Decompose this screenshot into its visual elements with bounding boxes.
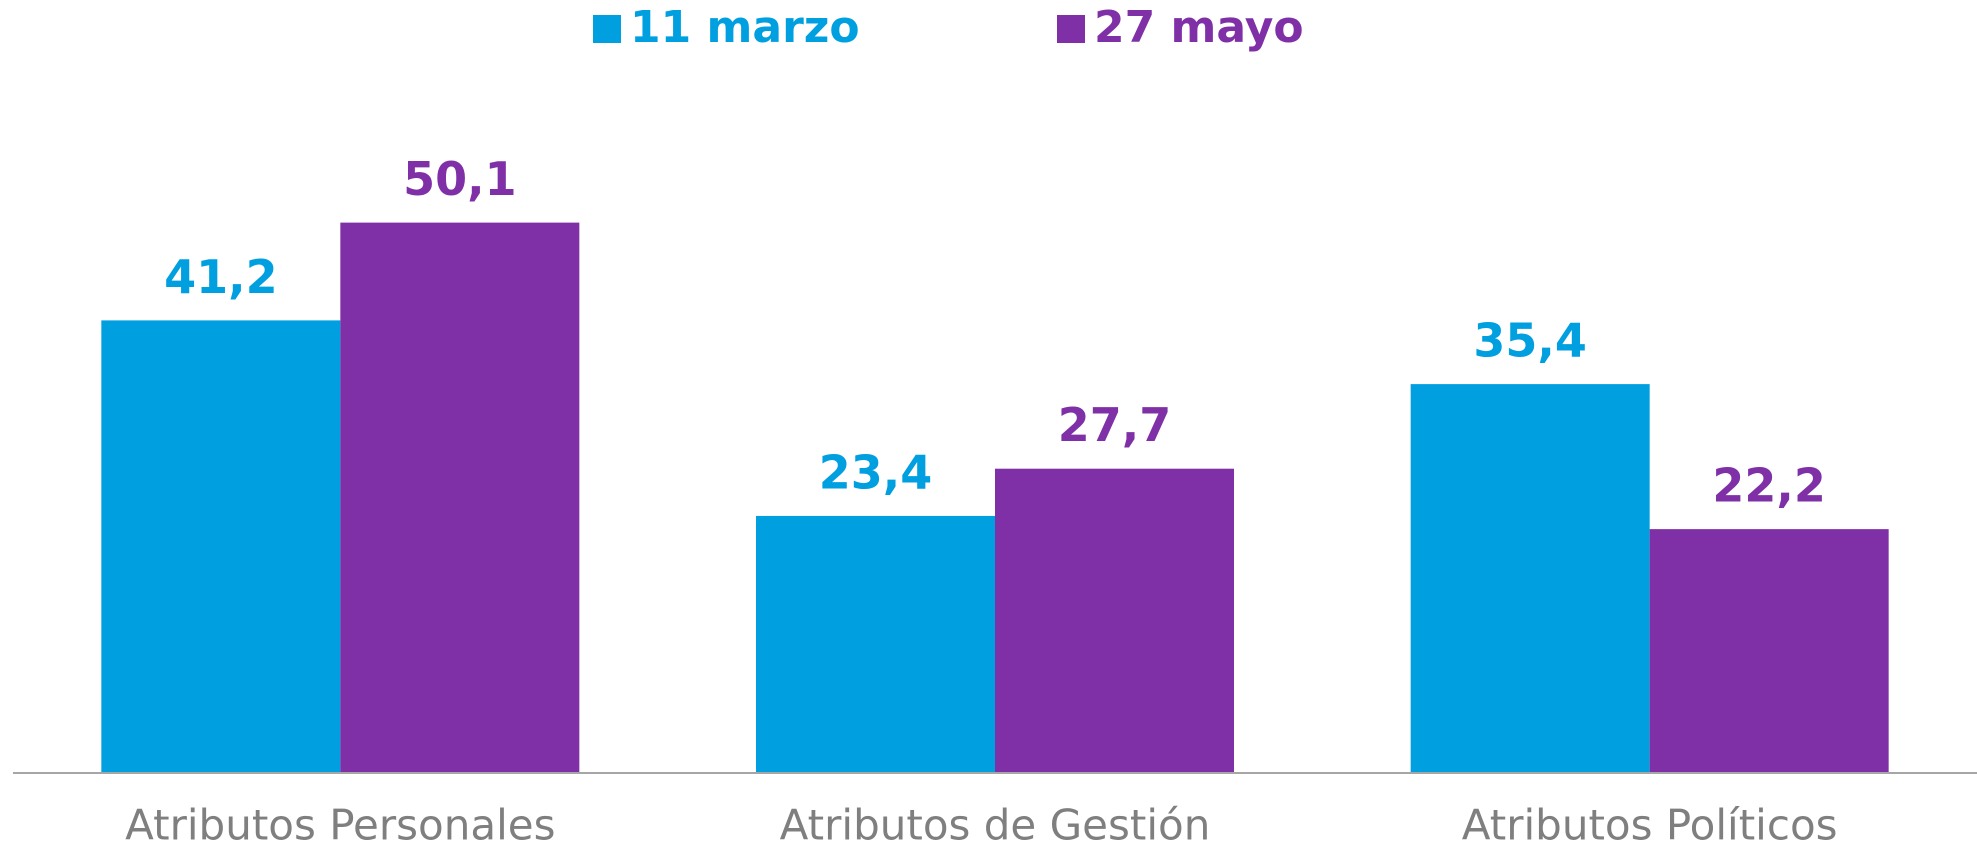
- x-tick-label: Atributos de Gestión: [780, 801, 1211, 849]
- legend-swatch: [593, 15, 621, 43]
- legend-label: 11 marzo: [630, 2, 860, 53]
- bar: [1410, 384, 1650, 773]
- value-label: 35,4: [1473, 314, 1587, 368]
- bar: [340, 222, 580, 773]
- value-label: 27,7: [1058, 398, 1172, 452]
- legend-swatch: [1057, 15, 1085, 43]
- bar: [756, 515, 995, 773]
- x-tick-label: Atributos Personales: [125, 801, 555, 849]
- value-label: 23,4: [819, 445, 933, 499]
- bar: [101, 320, 341, 773]
- x-tick-label: Atributos Políticos: [1462, 801, 1838, 849]
- bar: [995, 468, 1234, 773]
- value-label: 41,2: [164, 250, 278, 304]
- legend-label: 27 mayo: [1094, 2, 1304, 53]
- value-label: 50,1: [403, 152, 517, 206]
- value-label: 22,2: [1712, 459, 1826, 513]
- bar: [1649, 529, 1889, 773]
